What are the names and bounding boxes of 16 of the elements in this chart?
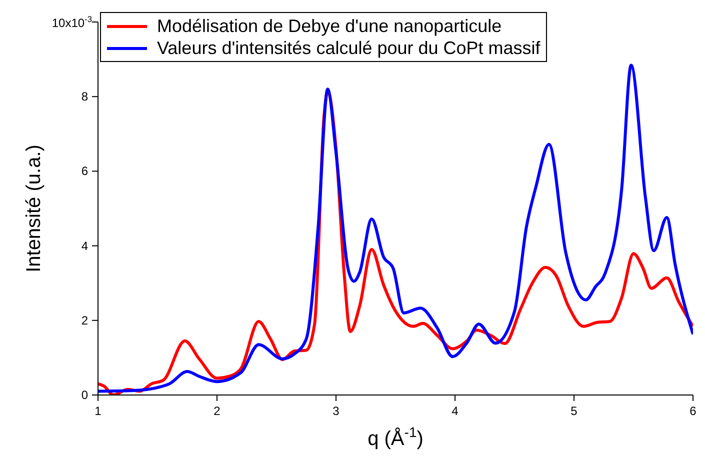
- y-tick-label: 8: [81, 90, 88, 104]
- y-tick-label: 0: [81, 388, 88, 402]
- x-tick-label: 4: [452, 404, 459, 418]
- y-tick-label: 4: [81, 238, 88, 253]
- text: 10x10$^{-3}$: [52, 14, 92, 30]
- x-axis-title: q (Å$^{-1}$): [368, 424, 424, 450]
- x-tick-label: 2: [214, 404, 221, 418]
- y-tick-label: 2: [81, 313, 88, 328]
- legend-label: Modélisation de Debye d'une nanoparticule: [157, 15, 502, 37]
- y-tick-label: 6: [81, 164, 88, 178]
- x-tick-label: 1: [94, 404, 102, 418]
- x-tick-label: 6: [690, 404, 697, 418]
- y-axis-title: Intensité (u.a.): [23, 144, 45, 272]
- x-tick-label: 5: [570, 404, 578, 418]
- x-tick-label: 3: [332, 404, 340, 418]
- legend-label: Valeurs d'intensités calculé pour du CoPt massif: [157, 37, 540, 59]
